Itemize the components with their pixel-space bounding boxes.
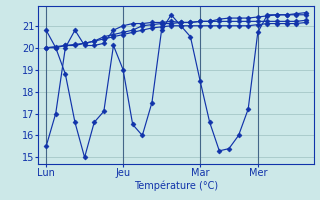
X-axis label: Température (°C): Température (°C) bbox=[134, 181, 218, 191]
